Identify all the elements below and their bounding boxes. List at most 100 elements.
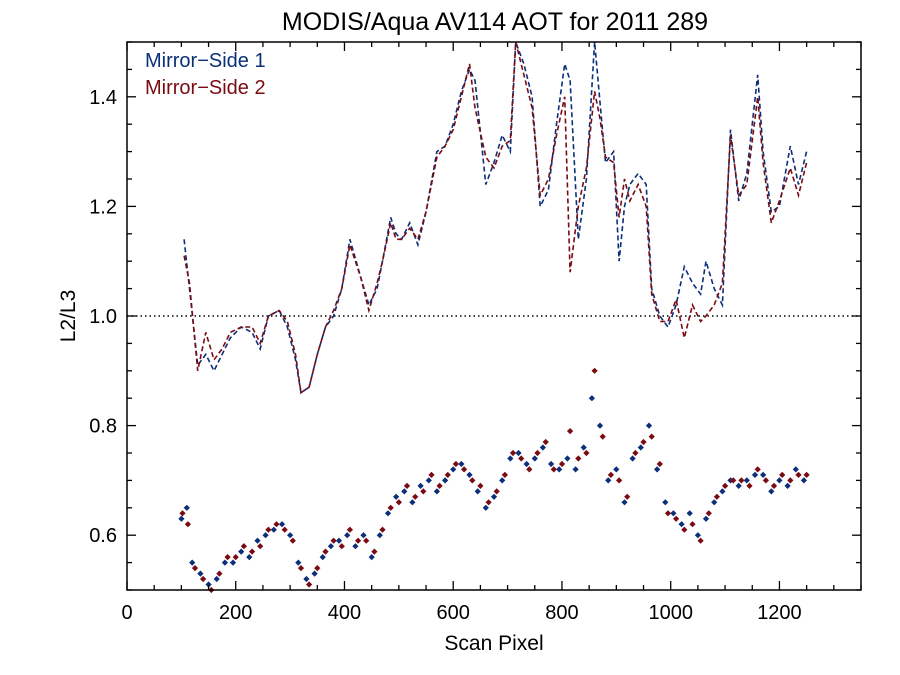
data-point — [499, 477, 506, 484]
data-point — [295, 559, 302, 566]
data-point — [596, 422, 604, 429]
data-point — [556, 466, 563, 473]
chart-title: MODIS/Aqua AV114 AOT for 2011 289 — [282, 8, 708, 36]
data-point — [452, 460, 460, 468]
data-point — [363, 537, 370, 544]
data-point — [191, 564, 199, 572]
data-point — [428, 471, 435, 479]
data-point — [558, 460, 566, 468]
data-point — [713, 493, 721, 500]
data-point — [754, 466, 761, 473]
data-point — [615, 477, 623, 484]
x-tick-label: 400 — [328, 602, 361, 624]
data-point — [523, 460, 530, 468]
data-point — [379, 526, 386, 533]
x-tick-label: 800 — [545, 602, 578, 624]
data-point — [346, 526, 354, 533]
data-point — [566, 427, 574, 435]
plot-frame — [126, 41, 862, 591]
data-point — [743, 477, 750, 484]
data-point — [534, 449, 541, 457]
data-point — [246, 553, 253, 561]
data-point — [575, 455, 582, 462]
data-point — [762, 477, 770, 484]
data-point — [371, 548, 378, 555]
data-point — [199, 575, 207, 583]
data-point — [624, 493, 631, 500]
data-point — [689, 521, 696, 528]
legend-entry-mirror-side-1: Mirror−Side 1 — [145, 50, 266, 72]
data-point — [531, 455, 538, 462]
y-tick-label: 1.2 — [89, 196, 117, 218]
data-point — [474, 488, 481, 495]
data-point — [433, 488, 441, 495]
x-tick-label: 200 — [219, 602, 252, 624]
legend-entry-mirror-side-2: Mirror−Side 2 — [145, 77, 266, 99]
data-point — [588, 395, 596, 402]
data-point — [656, 460, 663, 468]
data-point — [254, 537, 261, 544]
data-point — [265, 526, 272, 533]
data-point — [670, 510, 677, 517]
data-point — [395, 499, 403, 506]
data-point — [450, 466, 457, 473]
data-point — [613, 466, 620, 473]
data-point — [711, 499, 718, 506]
data-point — [564, 455, 571, 462]
data-point — [768, 488, 775, 495]
data-point — [645, 422, 653, 429]
data-point — [776, 477, 783, 484]
data-point — [197, 570, 204, 577]
data-point — [441, 477, 449, 484]
data-point — [240, 543, 248, 550]
data-point — [403, 482, 411, 490]
data-point — [466, 471, 473, 479]
data-point — [580, 444, 587, 451]
data-point — [178, 515, 185, 522]
data-point — [678, 521, 685, 528]
data-point — [305, 581, 313, 588]
data-point — [368, 553, 375, 561]
y-axis-label: L2/L3 — [57, 290, 80, 343]
data-point — [238, 548, 245, 555]
data-point — [409, 499, 416, 506]
data-point — [319, 553, 326, 561]
data-point — [485, 499, 492, 506]
data-point — [599, 433, 606, 440]
x-tick-label: 1200 — [757, 602, 802, 624]
chart-points-layer — [178, 367, 810, 594]
x-axis-label: Scan Pixel — [444, 632, 543, 655]
data-point — [281, 526, 288, 533]
data-point — [507, 455, 514, 462]
series-line-2 — [183, 41, 808, 395]
data-point — [270, 526, 277, 533]
data-point — [322, 548, 329, 555]
data-point — [273, 521, 280, 528]
data-point — [640, 438, 647, 446]
data-point — [387, 504, 394, 511]
data-point — [213, 575, 220, 583]
data-point — [721, 482, 729, 490]
data-point — [477, 482, 484, 490]
data-point — [248, 548, 256, 555]
data-point — [224, 553, 231, 561]
data-point — [526, 466, 533, 473]
data-point — [183, 504, 190, 511]
data-point — [412, 493, 419, 500]
data-point — [458, 460, 465, 468]
data-point — [330, 537, 337, 544]
data-point — [697, 537, 704, 544]
data-point — [490, 493, 498, 500]
data-point — [501, 471, 509, 479]
data-point — [221, 559, 229, 566]
data-point — [784, 482, 791, 490]
data-point — [735, 482, 742, 490]
y-tick-label: 0.6 — [89, 525, 117, 547]
data-point — [792, 466, 799, 473]
data-point — [229, 559, 237, 566]
data-point — [653, 466, 661, 473]
data-point — [759, 471, 767, 479]
data-point — [354, 537, 362, 544]
data-point — [482, 504, 489, 511]
data-point — [205, 581, 212, 588]
